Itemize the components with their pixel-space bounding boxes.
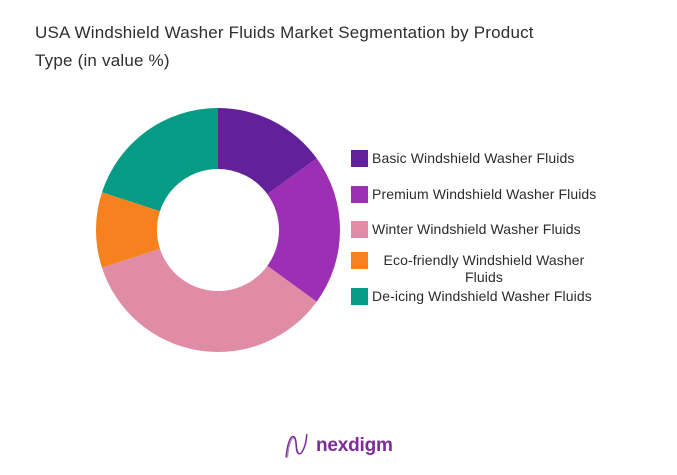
donut-slice-1 (267, 158, 341, 302)
chart-title-line2: Type (in value %) (35, 51, 170, 70)
legend-item-de-icing: De-icing Windshield Washer Fluids (351, 288, 592, 305)
donut-slice-3 (95, 192, 160, 268)
legend-label-winter: Winter Windshield Washer Fluids (372, 221, 581, 237)
legend-swatch-eco-friendly (351, 252, 368, 269)
legend-label-eco-friendly: Eco-friendly Windshield Washer Fluids (383, 252, 585, 285)
legend-swatch-basic (351, 150, 368, 167)
legend-label-basic: Basic Windshield Washer Fluids (372, 150, 575, 166)
legend-item-eco-friendly: Eco-friendly Windshield Washer Fluids (351, 252, 596, 286)
legend-item-premium: Premium Windshield Washer Fluids (351, 186, 596, 203)
nexdigm-logo-icon (285, 433, 308, 458)
donut-slice-2 (101, 248, 317, 353)
legend-item-winter: Winter Windshield Washer Fluids (351, 221, 581, 238)
legend-label-de-icing: De-icing Windshield Washer Fluids (372, 288, 592, 304)
chart-title-line1: USA Windshield Washer Fluids Market Segm… (35, 23, 534, 42)
donut-slice-0 (218, 108, 317, 195)
donut-slice-4 (101, 108, 218, 212)
legend-item-basic: Basic Windshield Washer Fluids (351, 150, 574, 167)
brand-logo: nexdigm (284, 432, 393, 459)
legend-swatch-winter (351, 221, 368, 238)
legend-label-premium: Premium Windshield Washer Fluids (372, 186, 597, 202)
legend-swatch-de-icing (351, 288, 368, 305)
legend-swatch-premium (351, 186, 368, 203)
chart-title: USA Windshield Washer Fluids Market Segm… (35, 19, 635, 75)
donut-chart-svg (95, 108, 341, 353)
brand-name: nexdigm (316, 434, 393, 456)
donut-chart (95, 108, 341, 353)
